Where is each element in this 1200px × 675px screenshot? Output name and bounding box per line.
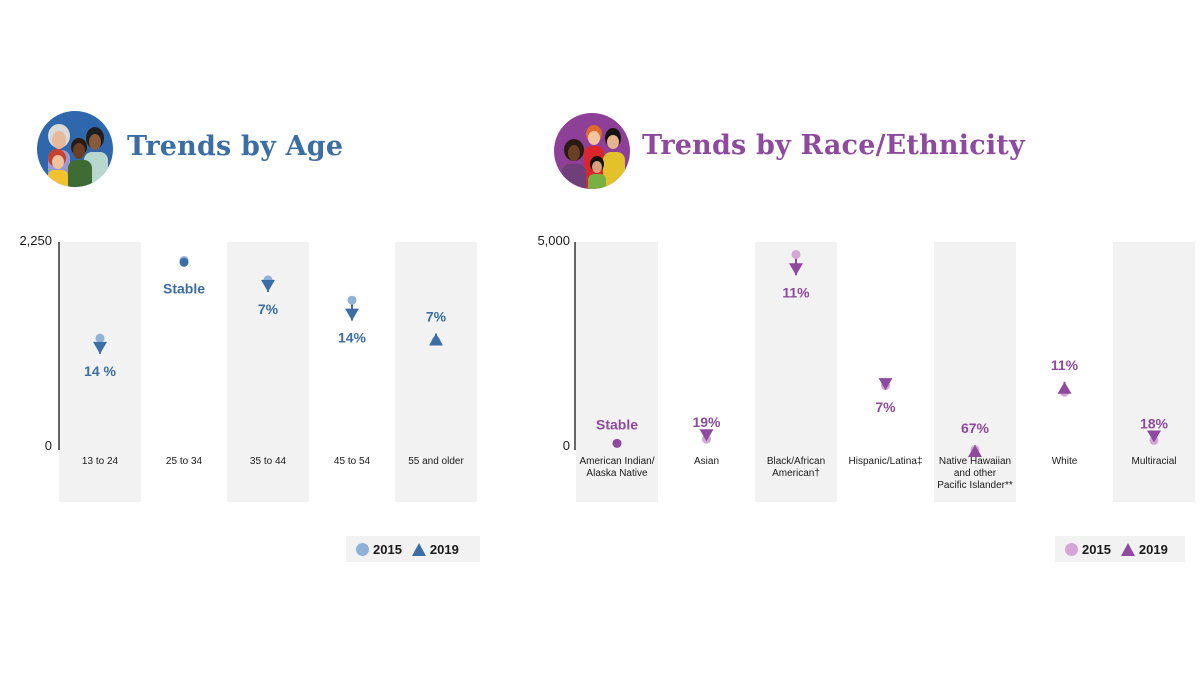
legend-2015-entry: 2015 xyxy=(356,542,402,557)
y-tick-max: 2,250 xyxy=(19,233,52,248)
marker-2019 xyxy=(93,341,107,354)
age-chart-title: Trends by Age xyxy=(127,131,344,162)
category-band xyxy=(755,242,837,502)
category-label: Black/African xyxy=(767,456,825,467)
y-tick-max: 5,000 xyxy=(537,233,570,248)
change-label: 7% xyxy=(875,399,896,415)
category-band xyxy=(59,242,141,502)
change-label: 7% xyxy=(258,301,279,317)
marker-2019 xyxy=(1057,381,1072,394)
legend-2015-label: 2015 xyxy=(1082,541,1111,557)
category-label: 13 to 24 xyxy=(82,456,119,467)
marker-2015 xyxy=(95,333,105,343)
category-label: Hispanic/Latina‡ xyxy=(849,456,923,467)
category-label: Asian xyxy=(694,456,719,467)
marker-2019 xyxy=(789,263,803,276)
category-label: 55 and older xyxy=(408,456,464,467)
category-label: 45 to 54 xyxy=(334,456,371,467)
y-tick-min: 0 xyxy=(45,438,52,453)
change-label: Stable xyxy=(163,280,205,296)
marker-2019 xyxy=(1147,430,1161,443)
category-label: Alaska Native xyxy=(586,468,648,479)
race-chart-title: Trends by Race/Ethnicity xyxy=(642,130,1025,161)
category-label: American† xyxy=(772,468,820,479)
marker-2019 xyxy=(612,438,622,448)
category-label: Multiracial xyxy=(1131,456,1176,467)
legend-2015-label: 2015 xyxy=(373,541,402,557)
legend-2019-label: 2019 xyxy=(1138,541,1168,557)
marker-2019 xyxy=(179,257,189,267)
triangle-marker-icon xyxy=(411,542,426,556)
category-label: and other xyxy=(954,468,997,479)
category-label: 35 to 44 xyxy=(250,456,287,467)
change-label: 11% xyxy=(782,284,810,300)
category-band xyxy=(395,242,477,502)
age-group-people-icon xyxy=(37,111,113,187)
marker-2019 xyxy=(968,445,982,458)
category-label: American Indian/ xyxy=(579,456,654,467)
category-band xyxy=(934,242,1016,502)
category-label: Native Hawaiian xyxy=(939,456,1011,467)
category-label: Pacific Islander** xyxy=(937,480,1013,491)
change-label: Stable xyxy=(596,416,638,432)
legend-2015-entry: 2015 xyxy=(1065,542,1111,557)
circle-marker-icon xyxy=(356,542,369,556)
marker-2019 xyxy=(429,333,443,346)
circle-marker-icon xyxy=(1065,542,1078,556)
marker-2019 xyxy=(261,279,275,292)
change-label: 7% xyxy=(426,309,447,325)
category-label: White xyxy=(1052,456,1078,467)
race-ethnicity-people-icon xyxy=(554,113,630,189)
legend-2019-entry: 2019 xyxy=(1120,541,1168,557)
y-tick-min: 0 xyxy=(563,438,570,453)
legend-2019-entry: 2019 xyxy=(411,541,459,557)
marker-2015 xyxy=(347,295,357,305)
race-chart-legend: 2015 2019 xyxy=(1055,536,1185,562)
legend-2019-label: 2019 xyxy=(429,541,459,557)
marker-2019 xyxy=(878,378,893,391)
category-label: 25 to 34 xyxy=(166,456,203,467)
category-band xyxy=(1113,242,1195,502)
change-label: 14% xyxy=(338,330,367,346)
marker-2015 xyxy=(791,249,801,259)
marker-2019 xyxy=(699,429,714,442)
category-band xyxy=(576,242,658,502)
age-chart-legend: 2015 2019 xyxy=(346,536,480,562)
change-label: 18% xyxy=(1140,415,1169,431)
triangle-marker-icon xyxy=(1120,542,1135,556)
change-label: 19% xyxy=(692,414,721,430)
change-label: 11% xyxy=(1051,357,1079,373)
change-label: 14 % xyxy=(84,363,116,379)
change-label: 67% xyxy=(961,420,990,436)
marker-2019 xyxy=(345,308,359,321)
